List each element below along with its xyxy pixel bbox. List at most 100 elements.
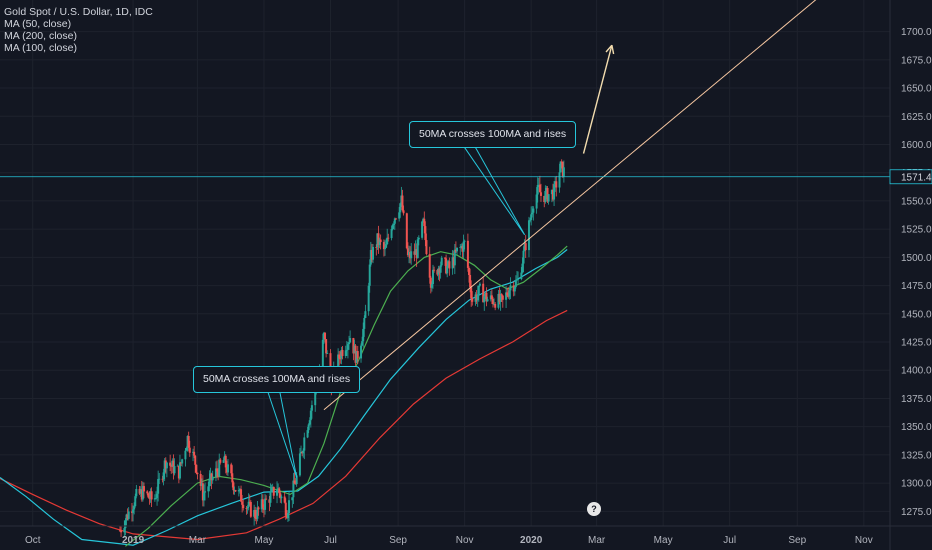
candle-body xyxy=(341,349,344,356)
candle-body xyxy=(378,239,381,245)
candle-body xyxy=(447,261,450,266)
candle-body xyxy=(376,233,379,248)
time-tick-label: Jul xyxy=(324,535,337,546)
candle-body xyxy=(307,424,310,431)
ma100-legend[interactable]: MA (100, close) xyxy=(4,42,77,54)
candle-body xyxy=(286,513,289,519)
candle-body xyxy=(561,161,564,177)
time-tick-label: May xyxy=(654,535,673,546)
candle-body xyxy=(223,455,226,461)
candle-body xyxy=(310,405,313,411)
candle-body xyxy=(187,435,190,448)
price-tick-label: 1350.00 xyxy=(901,422,932,433)
candle-body xyxy=(238,489,241,491)
callout-note-2[interactable]: 50MA crosses 100MA and rises xyxy=(409,121,577,148)
candle-body xyxy=(301,452,304,454)
price-tick-label: 1475.00 xyxy=(901,281,932,292)
candle-body xyxy=(401,195,404,211)
price-tick-label: 1275.00 xyxy=(901,507,932,518)
candle-body xyxy=(498,293,501,302)
candle-body xyxy=(436,270,439,275)
candle-body xyxy=(505,292,508,300)
candle-body xyxy=(520,272,523,280)
candle-body xyxy=(201,483,204,501)
candle-body xyxy=(364,311,367,318)
candle-body xyxy=(530,214,533,220)
candle-body xyxy=(414,249,417,255)
candle-body xyxy=(171,460,174,467)
candle-body xyxy=(430,284,433,288)
help-icon[interactable]: ? xyxy=(587,502,601,516)
ma50-legend[interactable]: MA (50, close) xyxy=(4,18,72,30)
ma200-line[interactable] xyxy=(0,309,568,541)
candle-body xyxy=(490,295,493,300)
candle-body xyxy=(242,504,245,509)
candle-body xyxy=(340,349,343,359)
candle-body xyxy=(368,264,371,286)
candle-body xyxy=(485,292,488,302)
candle-body xyxy=(158,478,161,480)
candle-body xyxy=(432,269,435,285)
candle-body xyxy=(200,483,203,486)
ma200-legend[interactable]: MA (200, close) xyxy=(4,30,77,42)
candle-body xyxy=(560,161,563,163)
candle-body xyxy=(298,453,301,476)
candle-body xyxy=(326,353,329,354)
candle-body xyxy=(241,501,244,505)
candle-body xyxy=(222,460,225,463)
candle-body xyxy=(521,263,524,273)
candle-body xyxy=(248,501,251,503)
candle-body xyxy=(382,242,385,250)
candle-body xyxy=(162,472,165,480)
candle-body xyxy=(225,467,228,473)
candle-body xyxy=(486,299,489,302)
candle-body xyxy=(543,195,546,203)
candle-body xyxy=(256,507,259,519)
candle-body xyxy=(483,296,486,303)
candle-body xyxy=(535,194,538,209)
time-tick-label: Mar xyxy=(189,535,207,546)
candle-body xyxy=(445,258,448,274)
candle-body xyxy=(527,220,530,251)
candle-body xyxy=(349,338,352,343)
candle-body xyxy=(406,248,409,256)
candle-body xyxy=(324,332,327,340)
candle-body xyxy=(209,473,212,479)
candle-body xyxy=(506,292,509,296)
candle-body xyxy=(126,514,129,519)
symbol-title[interactable]: Gold Spot / U.S. Dollar, 1D, IDC xyxy=(4,6,153,18)
candle-body xyxy=(344,350,347,356)
candle-body xyxy=(123,528,126,533)
candle-body xyxy=(246,506,249,509)
candle-body xyxy=(360,345,363,359)
candle-body xyxy=(440,257,443,266)
candle-body xyxy=(476,294,479,301)
candle-body xyxy=(146,491,149,494)
time-axis[interactable]: Oct 2019 Mar May Jul Sep Nov 2020 Mar May Jul Sep No… xyxy=(0,525,932,546)
candle-body xyxy=(264,498,267,510)
price-tick-label: 1450.00 xyxy=(901,309,932,320)
candle-body xyxy=(280,496,283,499)
candle-body xyxy=(303,437,306,451)
candle-body xyxy=(353,345,356,354)
candle-body xyxy=(410,251,413,259)
candle-body xyxy=(402,210,405,214)
callout-note-1[interactable]: 50MA crosses 100MA and rises xyxy=(193,366,361,393)
price-tick-label: 1500.00 xyxy=(901,253,932,264)
candle-body xyxy=(226,464,229,473)
candle-body xyxy=(501,295,504,300)
candle-body xyxy=(199,473,202,486)
candle-body xyxy=(321,339,324,369)
candle-body xyxy=(467,267,470,276)
candle-body xyxy=(356,351,359,359)
price-axis[interactable]: 1275.00 1300.00 1325.00 1350.00 1375.00 1400.… xyxy=(889,0,932,550)
candle-body xyxy=(408,252,411,256)
candle-body xyxy=(142,486,145,492)
candle-body xyxy=(512,285,515,292)
candle-body xyxy=(417,237,420,240)
candle-body xyxy=(539,192,542,196)
candle-body xyxy=(531,212,534,215)
price-tick-label: 1400.00 xyxy=(901,366,932,377)
candle-body xyxy=(390,229,393,239)
